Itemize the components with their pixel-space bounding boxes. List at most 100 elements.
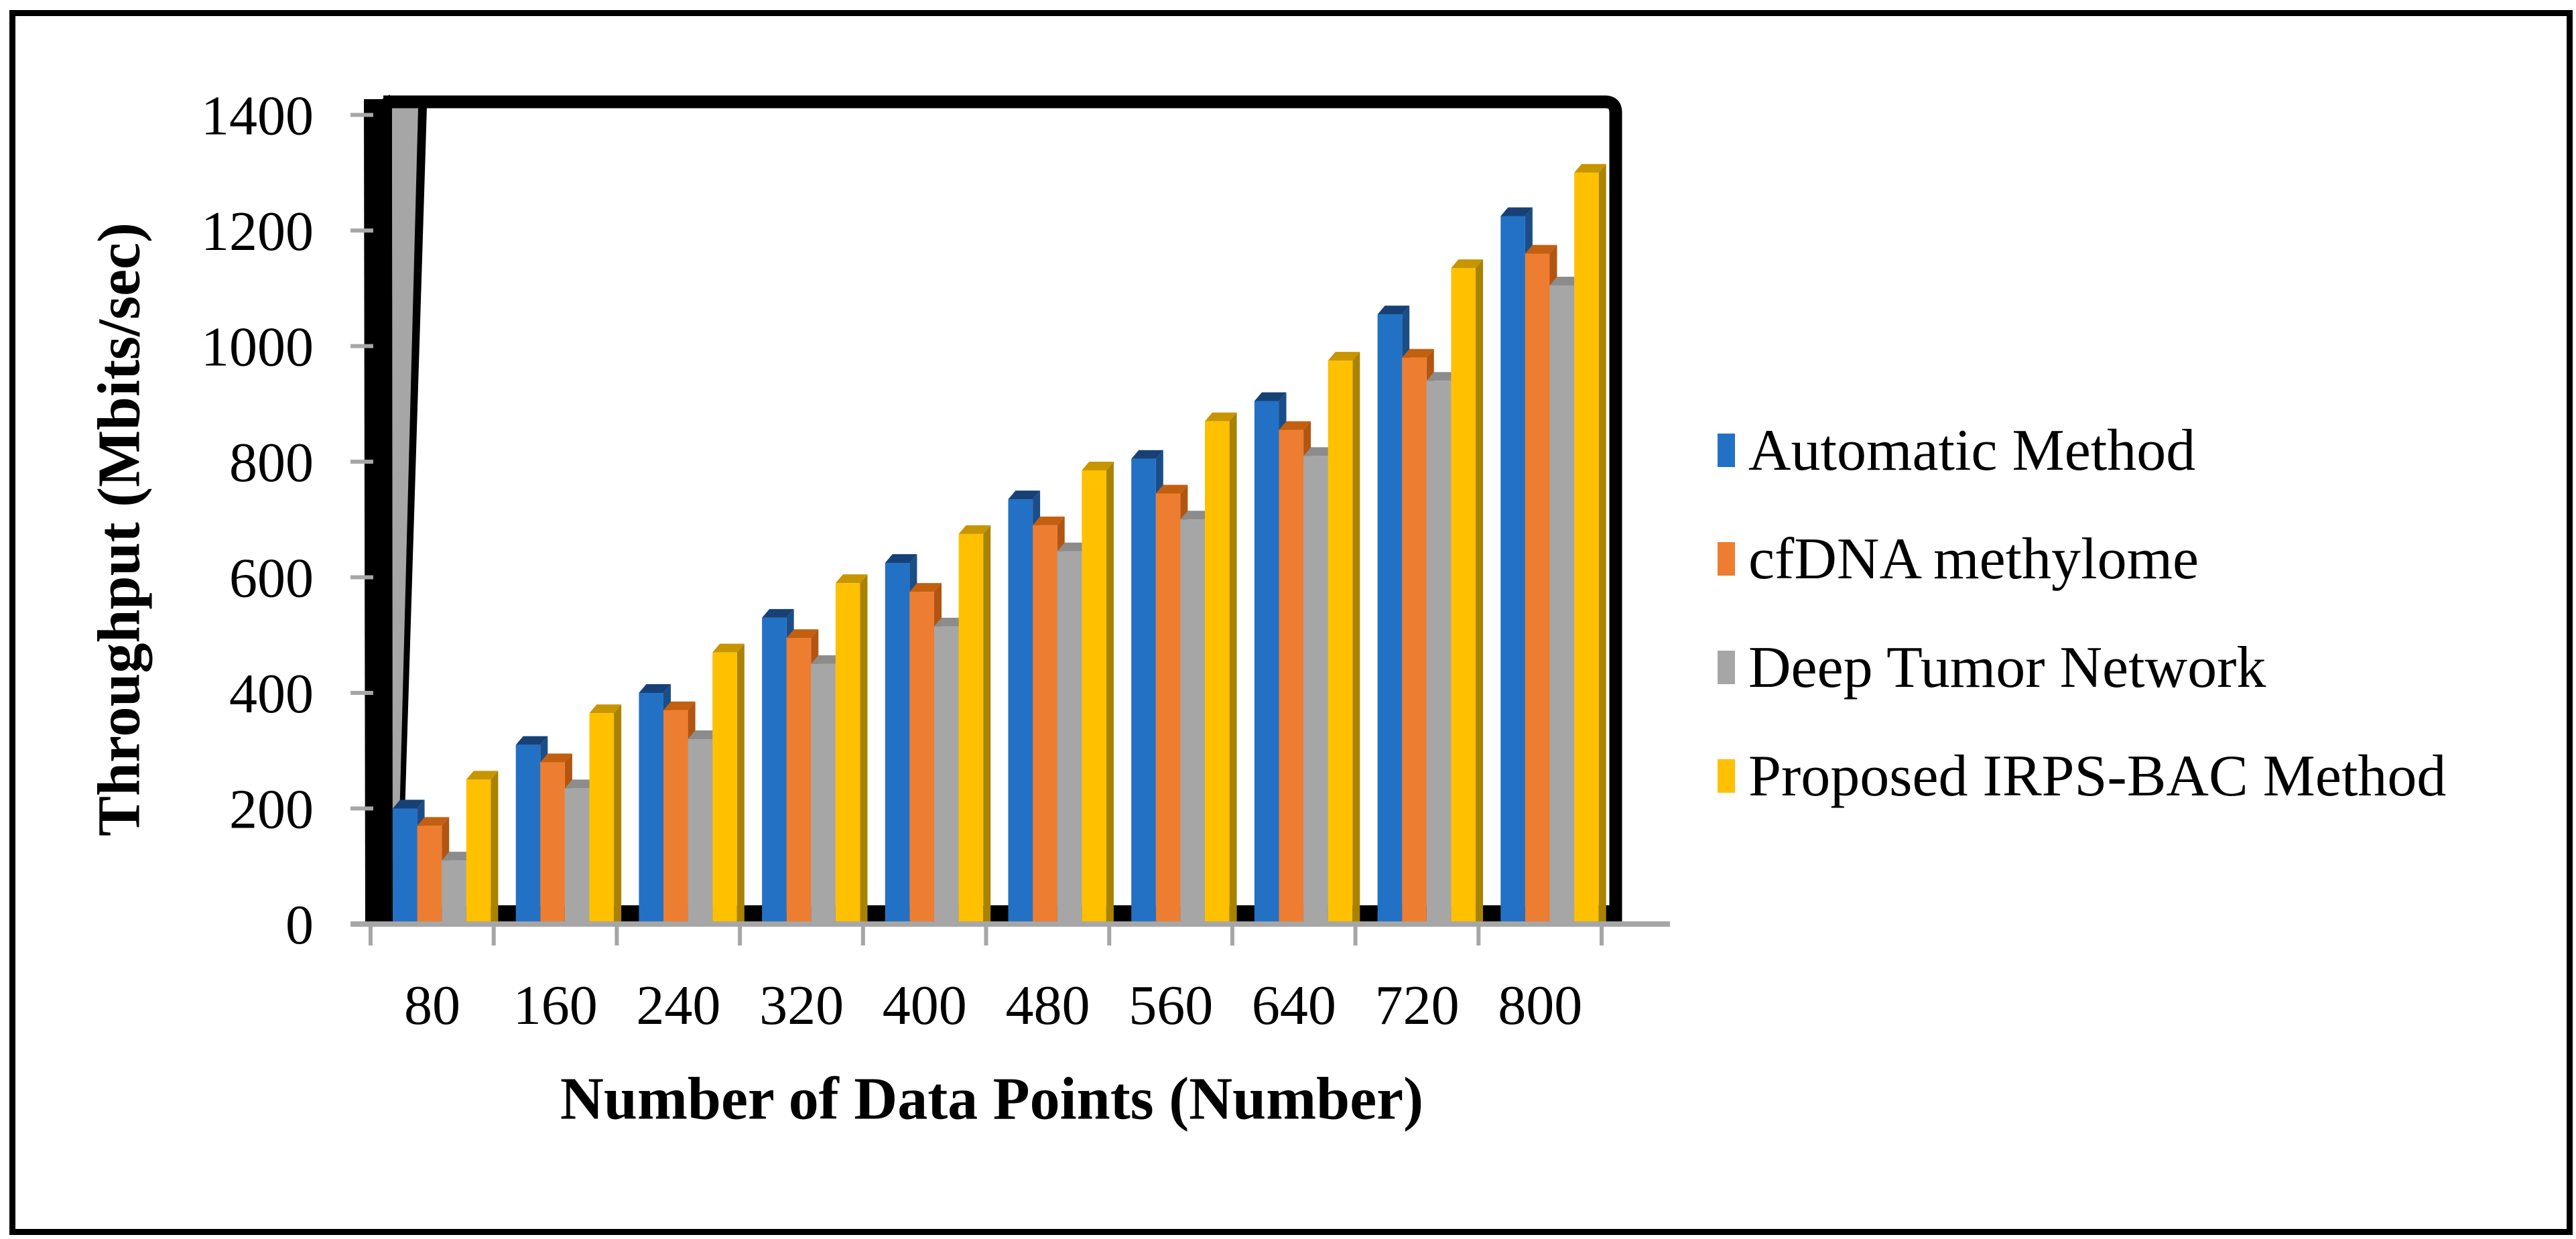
- y-tick: [350, 806, 373, 811]
- legend-swatch: [1718, 434, 1735, 467]
- bar-group-80-4: [466, 771, 499, 923]
- bar: [885, 562, 910, 923]
- bar-top: [1377, 306, 1410, 315]
- bar-side: [1598, 164, 1606, 923]
- legend-item-4: Proposed IRPS-BAC Method: [1718, 742, 2446, 809]
- bar: [1131, 458, 1156, 923]
- x-tick-label: 240: [636, 974, 720, 1037]
- bar-top: [1254, 392, 1287, 401]
- bar: [1402, 357, 1427, 923]
- bar-top: [515, 736, 548, 745]
- x-tick-label: 640: [1252, 974, 1336, 1037]
- x-tick-label: 560: [1129, 974, 1213, 1037]
- x-tick-label: 720: [1375, 974, 1460, 1037]
- bar: [1033, 525, 1057, 923]
- bar-top: [1549, 276, 1582, 285]
- y-axis-title: Throughput (Mbits/sec): [86, 222, 153, 836]
- legend-swatch: [1718, 759, 1735, 793]
- bar: [442, 860, 466, 923]
- bar-side: [1106, 461, 1114, 923]
- bar: [1057, 551, 1082, 923]
- bar: [1303, 456, 1328, 923]
- bar-top: [1426, 372, 1459, 381]
- legend-label: Deep Tumor Network: [1748, 635, 2266, 700]
- bar-side: [1352, 352, 1360, 923]
- bar-top: [1500, 207, 1533, 216]
- bar-group-640-2: [1279, 421, 1311, 923]
- bar: [1574, 172, 1599, 923]
- bar: [393, 808, 417, 923]
- bar: [1500, 216, 1525, 923]
- bar-top: [1451, 259, 1483, 269]
- legend-item-1: Automatic Method: [1718, 417, 2446, 484]
- bar-top: [1303, 447, 1336, 456]
- x-tick: [860, 925, 865, 945]
- bar: [1525, 253, 1550, 923]
- y-tick-label: 1200: [201, 200, 314, 263]
- bar-top: [712, 643, 745, 653]
- legend-item-3: Deep Tumor Network: [1718, 634, 2446, 701]
- bar-side: [983, 525, 991, 923]
- bar: [1451, 268, 1476, 923]
- bar-top: [1131, 450, 1163, 459]
- bar: [639, 693, 663, 923]
- bar: [589, 713, 615, 923]
- bar-top: [564, 779, 597, 789]
- y-tick-label: 600: [229, 547, 314, 610]
- bar: [1180, 519, 1205, 923]
- bar: [1082, 470, 1106, 923]
- bar-side: [736, 643, 745, 923]
- x-tick: [738, 925, 743, 945]
- bar: [712, 652, 737, 923]
- bar: [1377, 314, 1403, 923]
- y-axis-wall-face: [392, 102, 418, 922]
- x-axis-title: Number of Data Points (Number): [560, 1065, 1424, 1132]
- bar-group-400-4: [958, 525, 991, 923]
- y-tick: [350, 691, 373, 695]
- bar-top: [958, 525, 991, 534]
- bar: [762, 617, 787, 923]
- bar-top: [1279, 421, 1311, 430]
- legend: Automatic Method cfDNA methylome Deep Tumo…: [1718, 417, 2446, 851]
- bar-top: [639, 684, 671, 693]
- bar-top: [688, 730, 720, 739]
- x-tick-label: 480: [1006, 974, 1090, 1037]
- bar-top: [393, 799, 425, 809]
- bar: [934, 626, 959, 923]
- y-tick-label: 1400: [201, 85, 314, 147]
- bar: [466, 779, 491, 923]
- bar: [663, 710, 688, 923]
- bar-top: [909, 583, 942, 592]
- x-tick: [984, 925, 988, 945]
- bar-group-320-4: [835, 574, 868, 923]
- bar-group-560-4: [1205, 412, 1237, 923]
- bar: [958, 533, 984, 923]
- bar-side: [1229, 412, 1237, 923]
- bar-top: [417, 817, 450, 826]
- bar-top: [1205, 412, 1237, 421]
- x-tick-label: 400: [883, 974, 967, 1037]
- bar-side: [614, 704, 622, 923]
- x-tick: [1107, 925, 1112, 945]
- bar-top: [885, 553, 917, 563]
- bar-top: [589, 704, 622, 714]
- bar: [811, 663, 836, 923]
- bar-top: [1525, 245, 1557, 254]
- bar-top: [466, 771, 499, 780]
- bar: [835, 583, 860, 923]
- y-tick-label: 800: [229, 432, 314, 494]
- y-axis-wall-outer: [364, 99, 393, 926]
- x-tick-labels: 80 160 240 320 400 480 560 640 720 800: [404, 974, 1582, 1037]
- bar: [1205, 421, 1230, 923]
- bar-top: [1057, 542, 1090, 551]
- bar: [564, 788, 590, 923]
- bar: [688, 739, 713, 923]
- y-tick: [350, 113, 373, 117]
- bar-top: [1180, 511, 1212, 520]
- legend-label: Proposed IRPS-BAC Method: [1748, 743, 2447, 809]
- bar-top: [442, 852, 474, 861]
- bar-top: [786, 629, 819, 639]
- bar: [1008, 499, 1033, 923]
